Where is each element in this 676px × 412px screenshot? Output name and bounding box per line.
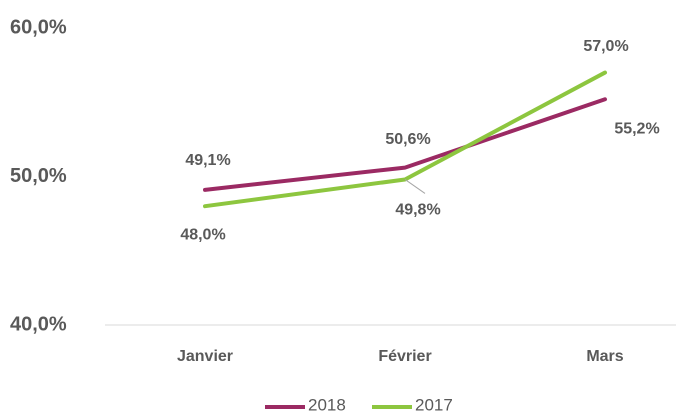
- x-tick-label: Janvier: [177, 348, 233, 365]
- data-label: 55,2%: [614, 120, 659, 137]
- x-tick-label: Mars: [586, 348, 623, 365]
- y-tick-label: 50,0%: [10, 165, 67, 187]
- data-label: 50,6%: [385, 131, 430, 148]
- legend-label: 2017: [415, 395, 453, 412]
- data-label: 57,0%: [583, 38, 628, 55]
- data-label: 48,0%: [180, 226, 225, 243]
- legend-label: 2018: [308, 395, 346, 412]
- data-label: 49,8%: [395, 202, 440, 219]
- x-tick-label: Février: [378, 348, 431, 365]
- y-tick-label: 40,0%: [10, 313, 67, 335]
- leader-line: [404, 179, 426, 194]
- y-tick-label: 60,0%: [10, 16, 67, 38]
- data-label: 49,1%: [185, 152, 230, 169]
- line-series: [203, 97, 607, 192]
